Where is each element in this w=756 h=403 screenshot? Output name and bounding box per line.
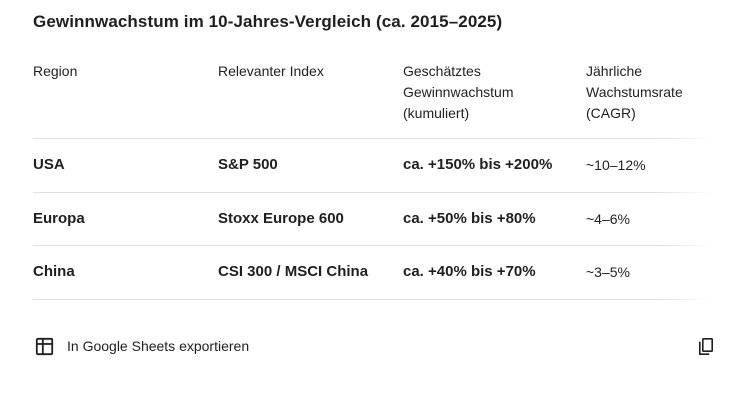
cell-growth: ca. +40% bis +70% [403,263,536,280]
cell-cagr: ~10–12% [586,157,646,173]
column-header-index: Relevanter Index [218,63,324,79]
cell-index: Stoxx Europe 600 [218,210,344,227]
cell-growth: ca. +50% bis +80% [403,210,536,227]
row-divider [33,138,756,139]
row-divider [33,192,756,193]
row-divider [33,299,756,300]
cell-region: Europa [33,210,85,227]
cell-cagr: ~4–6% [586,211,630,227]
cell-cagr: ~3–5% [586,264,630,280]
table-row: Europa Stoxx Europe 600 ca. +50% bis +80… [33,192,736,246]
table-row: China CSI 300 / MSCI China ca. +40% bis … [33,245,736,299]
cell-index: S&P 500 [218,156,278,173]
cell-region: China [33,263,75,280]
page-title: Gewinnwachstum im 10-Jahres-Vergleich (c… [33,12,503,31]
cell-region: USA [33,156,65,173]
export-to-sheets-button[interactable]: In Google Sheets exportieren [35,335,249,357]
row-divider [33,245,756,246]
table-grid-icon [35,337,54,355]
export-button-label: In Google Sheets exportieren [67,338,250,354]
column-header-region: Region [33,63,78,79]
table-header-row: Region Relevanter Index Geschätztes Gewi… [33,61,736,124]
cell-growth: ca. +150% bis +200% [403,156,553,173]
cell-index: CSI 300 / MSCI China [218,263,369,280]
content-copy-icon [699,337,713,355]
column-header-cagr: Jährliche Wachstumsrate (CAGR) [586,63,683,121]
table-row: USA S&P 500 ca. +150% bis +200% ~10–12% [33,138,736,192]
copy-table-button[interactable] [695,336,717,358]
column-header-growth: Geschätztes Gewinnwachstum (kumuliert) [403,63,514,121]
